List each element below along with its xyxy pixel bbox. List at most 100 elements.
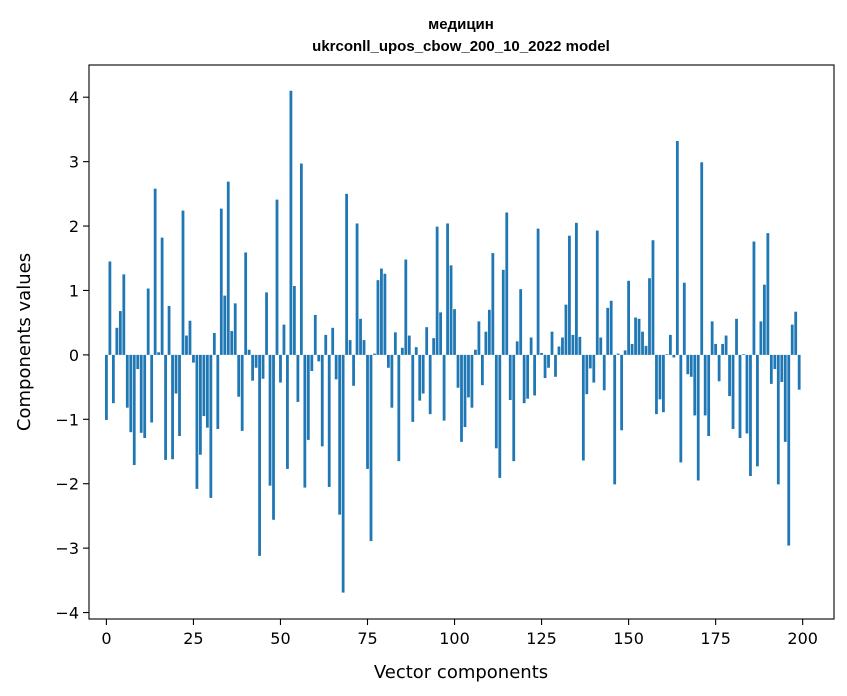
y-tick-label: −1 [55, 410, 79, 429]
bar [707, 354, 711, 437]
bar [540, 352, 543, 355]
bar [790, 324, 794, 355]
bar [331, 327, 335, 355]
bar [383, 273, 387, 355]
bar [668, 334, 672, 355]
bar [522, 354, 526, 404]
bar [240, 354, 244, 431]
bar [731, 354, 735, 429]
bar [317, 354, 321, 362]
bar [289, 90, 293, 355]
bar [700, 162, 704, 355]
chart-title-line1: медицин [428, 16, 494, 33]
bar [404, 259, 408, 355]
bar [411, 354, 415, 422]
bar [153, 188, 157, 355]
bar [286, 354, 289, 469]
bar [146, 288, 150, 355]
bar [164, 354, 167, 460]
bar [550, 331, 554, 355]
bar [338, 354, 342, 515]
bar [233, 303, 237, 355]
bar [665, 354, 669, 355]
bar [272, 354, 275, 520]
bar [474, 349, 477, 355]
bar [773, 354, 777, 370]
bar [714, 343, 718, 355]
bar [679, 354, 683, 463]
bar [223, 295, 227, 355]
bar [449, 265, 453, 355]
y-tick-label: 4 [69, 88, 79, 107]
x-axis-ticks: 0 25 50 75 100 125 150 175 200 [101, 619, 818, 648]
bar [547, 354, 550, 368]
bar [686, 354, 690, 375]
bar [237, 354, 241, 397]
bar [171, 354, 174, 460]
bar [675, 141, 679, 355]
bar [139, 354, 143, 433]
bar [630, 343, 634, 355]
bar [178, 354, 181, 437]
bar [442, 354, 446, 421]
bar [265, 292, 268, 355]
bar [627, 280, 630, 355]
bar [212, 332, 216, 355]
bar [327, 354, 331, 487]
bar [557, 346, 561, 355]
bar [484, 331, 488, 355]
bar [376, 280, 380, 355]
bar [279, 354, 282, 383]
bar [320, 354, 324, 447]
bar [157, 352, 161, 355]
bar [776, 354, 780, 485]
bar [463, 354, 467, 428]
bar [609, 300, 613, 355]
bar [143, 354, 147, 438]
bar [219, 208, 223, 355]
x-tick-label: 125 [526, 629, 557, 648]
bar [306, 354, 310, 440]
bar [366, 354, 369, 469]
bar [564, 304, 568, 355]
bar [745, 354, 749, 434]
bar [345, 193, 349, 355]
bar [202, 354, 206, 417]
x-tick-label: 150 [613, 629, 644, 648]
bar [230, 331, 234, 355]
bar [105, 354, 108, 420]
bar [515, 341, 519, 355]
bar [616, 353, 620, 355]
bar [453, 309, 456, 355]
bar [588, 354, 592, 369]
bar [613, 354, 617, 485]
bar [418, 354, 422, 401]
bars-group [105, 90, 801, 593]
bar [174, 354, 178, 394]
bar [505, 212, 509, 355]
bar [717, 354, 721, 382]
plot-frame [88, 64, 835, 620]
bar [787, 354, 791, 546]
bar [756, 354, 759, 467]
x-tick-label: 75 [357, 629, 377, 648]
bar [348, 340, 352, 355]
bar [735, 318, 738, 355]
x-axis-label: Vector components [374, 662, 548, 683]
bar [352, 354, 355, 386]
bar [554, 354, 557, 377]
bar [561, 337, 564, 355]
bar [693, 354, 697, 416]
bar [421, 354, 425, 394]
bar [432, 338, 436, 355]
bar [393, 332, 397, 355]
bar [491, 253, 495, 355]
bar [501, 269, 505, 355]
bar [108, 261, 112, 355]
bar [574, 222, 578, 355]
bar [209, 354, 213, 498]
bar [446, 223, 449, 355]
bar [181, 210, 185, 355]
bar [662, 354, 665, 413]
bar [724, 335, 728, 355]
